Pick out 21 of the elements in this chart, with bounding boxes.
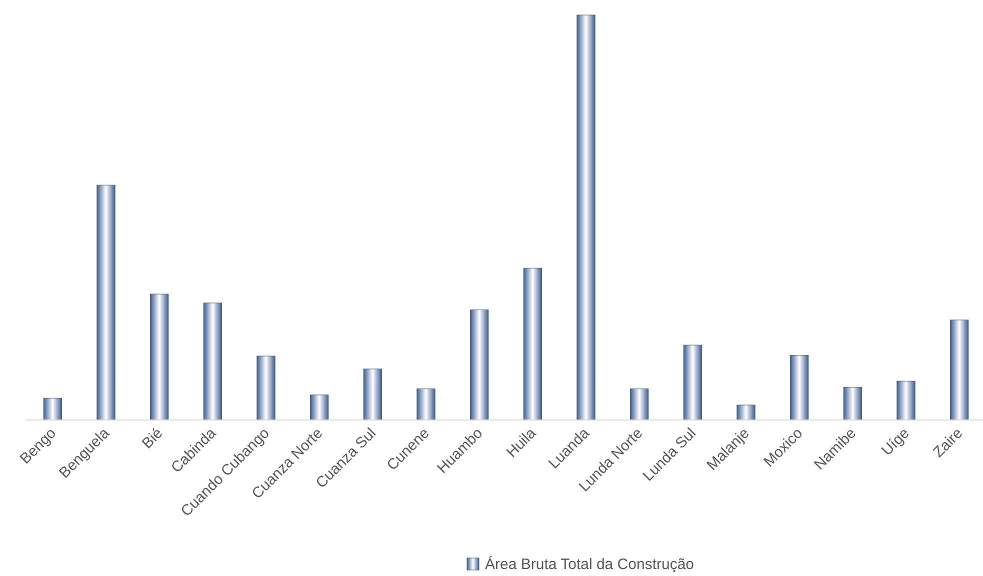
bar — [310, 394, 329, 420]
legend-label: Área Bruta Total da Construção — [485, 555, 694, 573]
x-tick-label: Uíge — [878, 424, 913, 460]
bar — [843, 386, 862, 420]
bar — [630, 388, 649, 420]
bar — [43, 398, 62, 420]
bar — [203, 302, 222, 420]
bar — [736, 404, 756, 420]
bar — [96, 184, 116, 420]
bar — [683, 344, 702, 420]
bar — [576, 14, 596, 420]
bar — [416, 388, 436, 420]
bar — [950, 320, 969, 420]
bar — [896, 380, 916, 420]
bar — [790, 354, 809, 420]
bar — [150, 294, 169, 420]
bar — [470, 310, 489, 420]
bar — [523, 268, 542, 420]
bar — [363, 368, 382, 420]
bar — [256, 356, 276, 420]
x-tick-label: Bié — [138, 424, 166, 452]
